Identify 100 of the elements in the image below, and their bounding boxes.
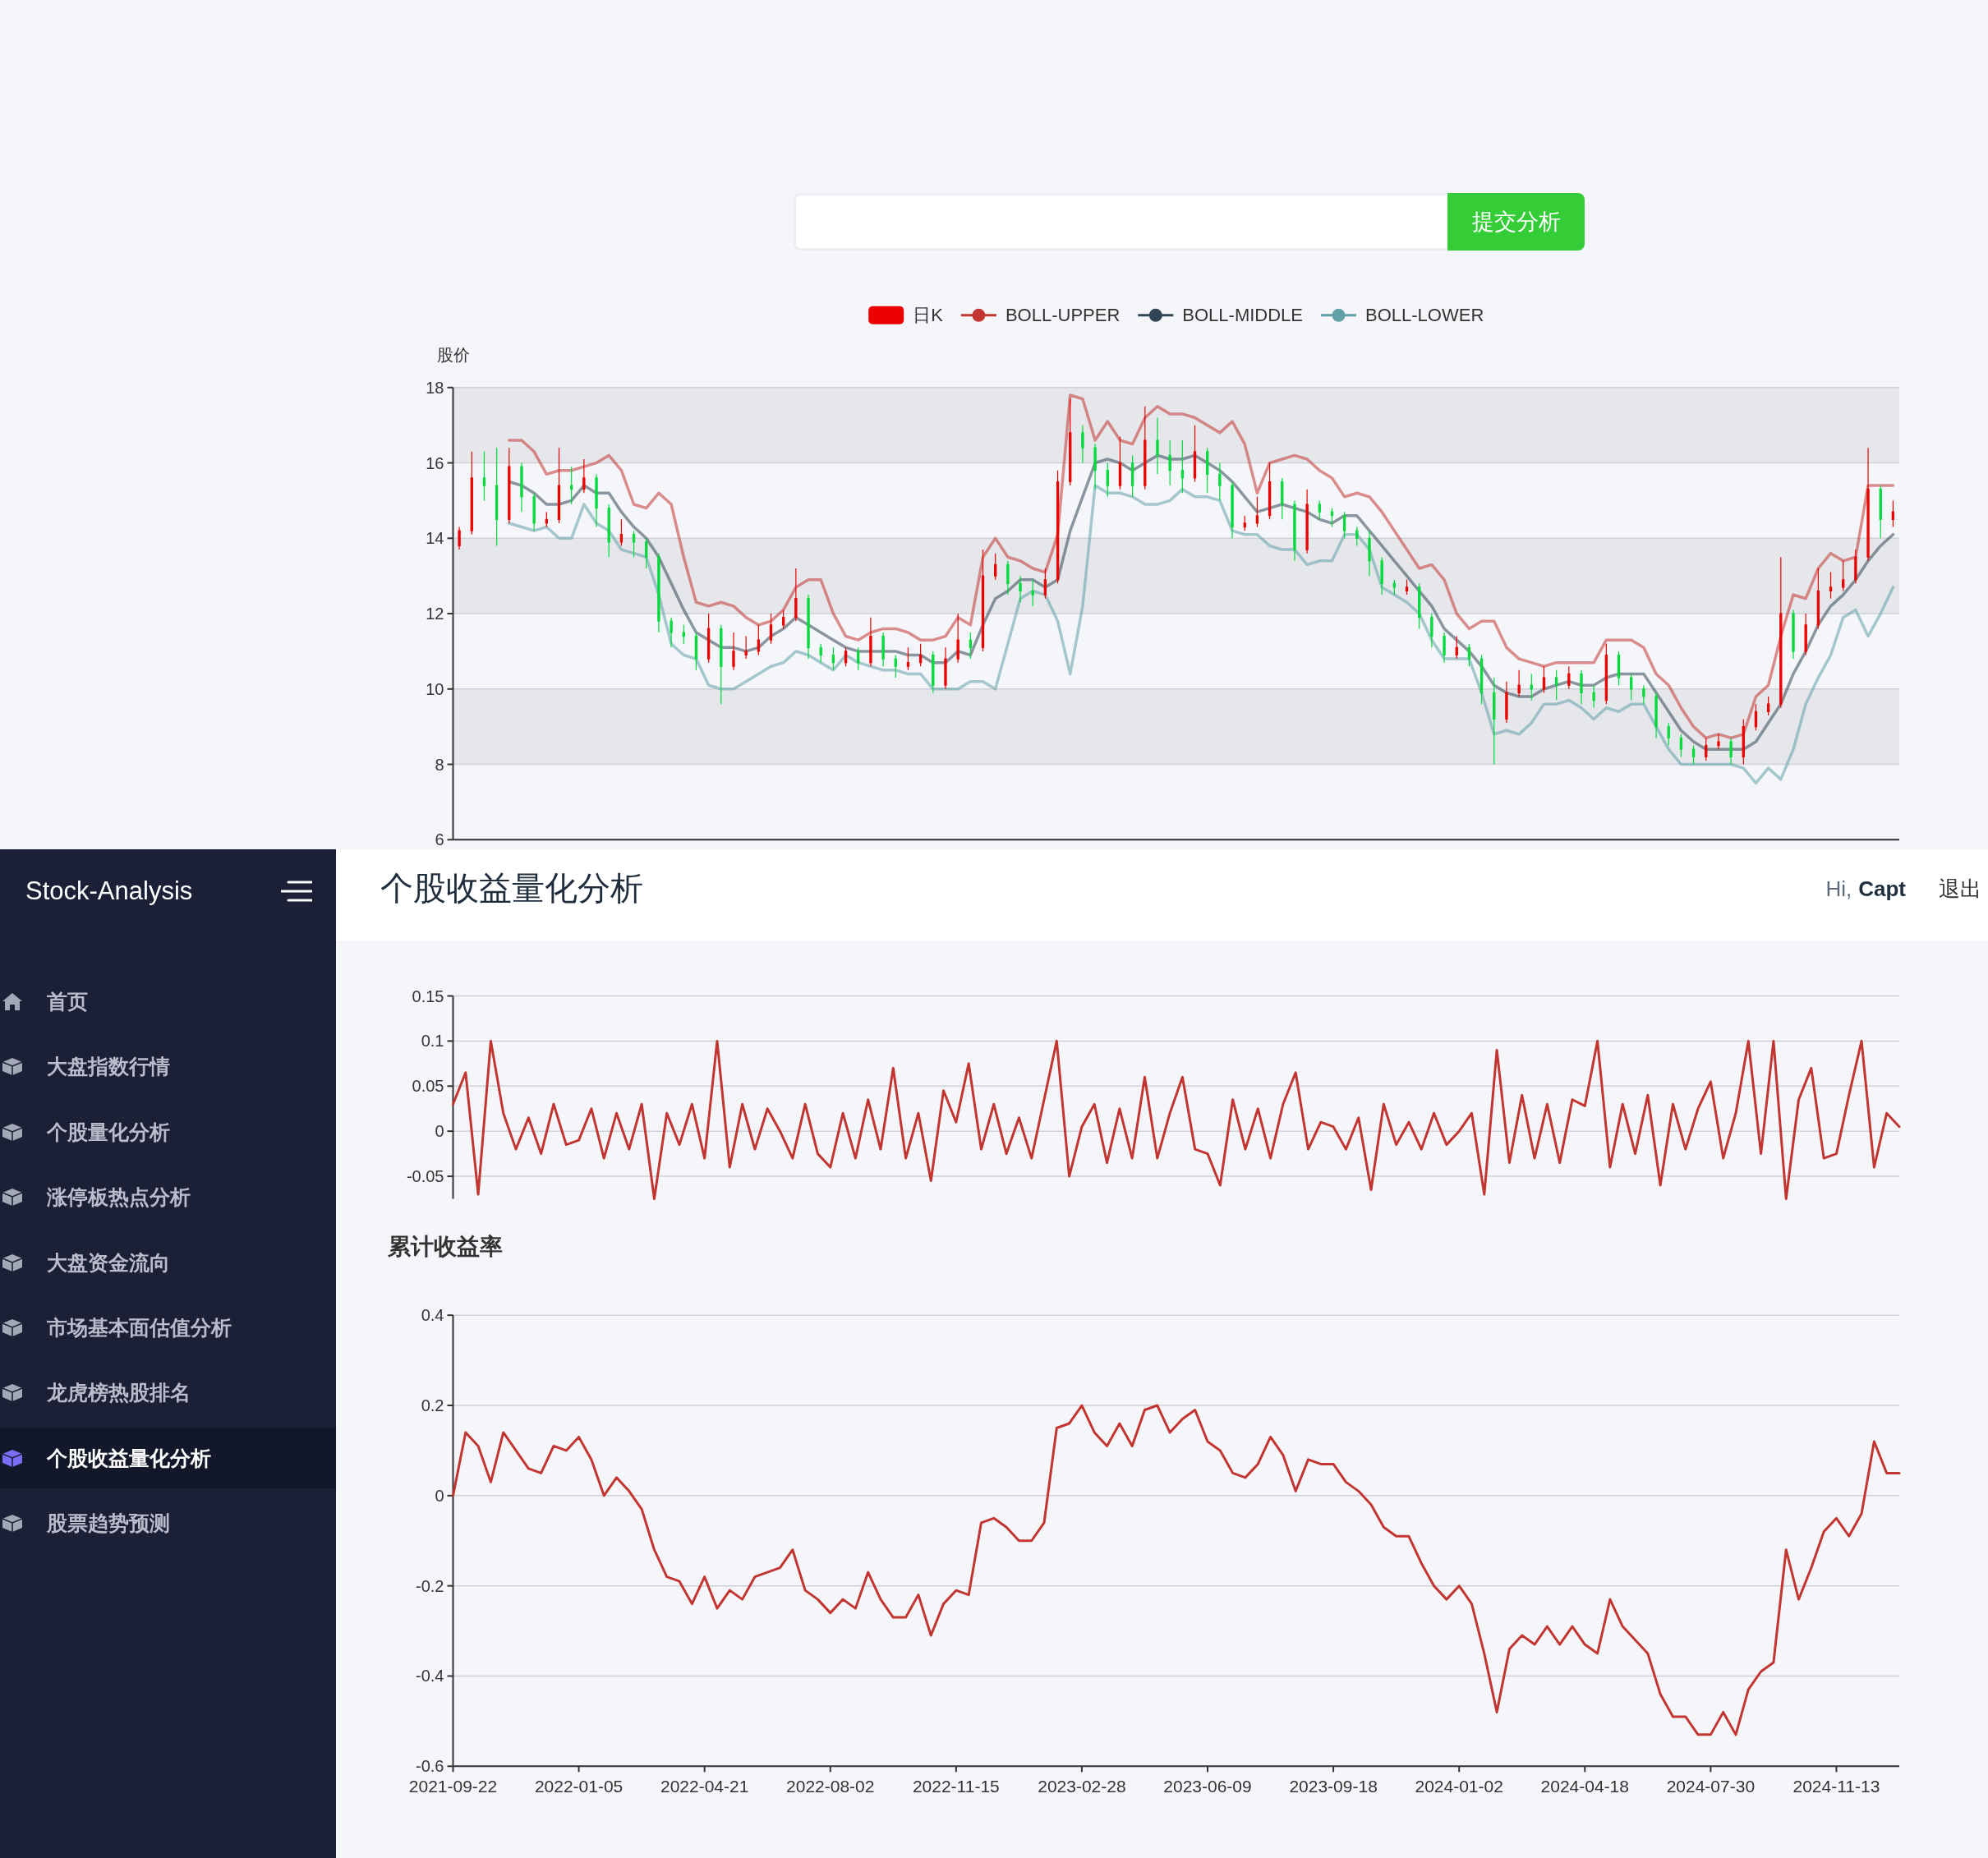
legend-label: BOLL-LOWER [1365, 305, 1484, 326]
candlestick [1106, 462, 1109, 498]
text: 退出 [1939, 876, 1981, 903]
candlestick [1355, 526, 1359, 547]
y-tick-label: 8 [435, 755, 444, 774]
y-tick-label: -0.2 [416, 1576, 444, 1595]
candlestick [682, 624, 685, 645]
candlestick [645, 537, 648, 569]
candlestick [869, 617, 872, 667]
y-tick-label: -0.6 [416, 1757, 444, 1776]
candlestick [1193, 425, 1197, 483]
candlestick [1180, 439, 1184, 494]
x-tick-label: 2022-11-15 [912, 1776, 1000, 1796]
candlestick [1293, 499, 1296, 562]
y-tick-label: 10 [426, 679, 444, 698]
candlestick [1717, 734, 1720, 750]
candlestick [1168, 439, 1171, 486]
candlestick [918, 643, 923, 667]
candlestick [1093, 444, 1097, 490]
candlestick [1019, 575, 1022, 603]
candlestick [706, 613, 711, 664]
candlestick [1804, 613, 1807, 656]
candlestick [619, 518, 624, 547]
candlestick [1754, 703, 1758, 731]
candlestick [1854, 549, 1857, 584]
line-series [452, 1404, 1901, 1736]
text: 个股收益量化分析 [380, 869, 643, 908]
candlestick [720, 624, 723, 705]
candlestick [1866, 447, 1870, 562]
candlestick [1766, 696, 1770, 716]
text: 个股收益量化分析 [47, 1445, 211, 1471]
candlestick [956, 613, 959, 664]
candlestick [1368, 530, 1371, 577]
candlestick [831, 646, 835, 671]
candlestick [1691, 745, 1696, 766]
candlestick [1069, 398, 1072, 486]
text: 涨停板热点分析 [47, 1184, 191, 1211]
text: 大盘指数行情 [47, 1054, 170, 1080]
candlestick [807, 594, 810, 660]
candlestick [1006, 560, 1010, 596]
candlestick [508, 447, 511, 524]
candlestick [1243, 515, 1246, 531]
x-tick-label: 2022-08-02 [786, 1776, 875, 1796]
candlestick [1118, 435, 1122, 490]
candlestick [1580, 669, 1583, 705]
candlestick [1418, 582, 1421, 629]
candlestick [1281, 477, 1284, 520]
candlestick [1829, 571, 1833, 600]
candlestick [1081, 425, 1084, 464]
candlestick [482, 451, 486, 502]
candlestick [1405, 579, 1409, 596]
candlestick [1779, 556, 1783, 709]
candlestick [470, 451, 473, 536]
y-tick-label: -0.4 [416, 1667, 444, 1686]
chart-title: 累计收益率 [387, 1233, 503, 1259]
candlestick [894, 654, 897, 678]
y-tick-label: 0.05 [412, 1077, 444, 1096]
candlestick [458, 526, 461, 550]
candlestick [520, 462, 523, 513]
candlestick [1517, 669, 1521, 697]
text: 市场基本面估值分析 [47, 1315, 232, 1341]
candlestick [694, 632, 698, 671]
x-tick-label: 2022-01-05 [534, 1776, 624, 1796]
candlestick [545, 511, 548, 528]
x-tick-label: 2021-09-22 [408, 1776, 498, 1796]
candlestick [607, 504, 610, 558]
line-series [452, 1039, 1901, 1200]
legend-label: BOLL-MIDDLE [1182, 305, 1304, 326]
candlestick [1031, 579, 1034, 607]
legend-label: 日K [913, 305, 944, 326]
candlestick [757, 624, 760, 656]
candlestick [1792, 609, 1795, 660]
candlestick [981, 549, 985, 652]
candlestick [969, 632, 972, 660]
text: 个股量化分析 [47, 1119, 170, 1145]
candlestick [744, 635, 748, 660]
candlestick [819, 643, 822, 664]
candlestick [932, 651, 935, 693]
candlestick [632, 530, 636, 558]
candlestick [1043, 568, 1047, 600]
x-tick-label: 2023-02-28 [1038, 1776, 1126, 1796]
candlestick [670, 617, 673, 648]
candlestick [1255, 496, 1259, 528]
candlestick [1617, 651, 1621, 686]
text: 大盘资金流向 [47, 1249, 170, 1276]
candlestick [1679, 734, 1683, 757]
candlestick [1305, 489, 1309, 554]
y-axis-title: 股价 [436, 345, 470, 364]
candlestick [1318, 499, 1321, 520]
candlestick [1705, 737, 1708, 761]
candlestick [570, 466, 573, 505]
candlestick [1592, 684, 1595, 709]
x-tick-label: 2024-07-30 [1666, 1776, 1756, 1796]
candlestick [657, 553, 660, 633]
x-tick-label: 2024-01-02 [1415, 1776, 1503, 1796]
x-tick-label: 2024-11-13 [1792, 1776, 1880, 1796]
candlestick [1891, 499, 1895, 528]
candlestick [1654, 692, 1658, 739]
text: 龙虎榜热股排名 [47, 1380, 191, 1406]
candlestick [906, 646, 910, 671]
